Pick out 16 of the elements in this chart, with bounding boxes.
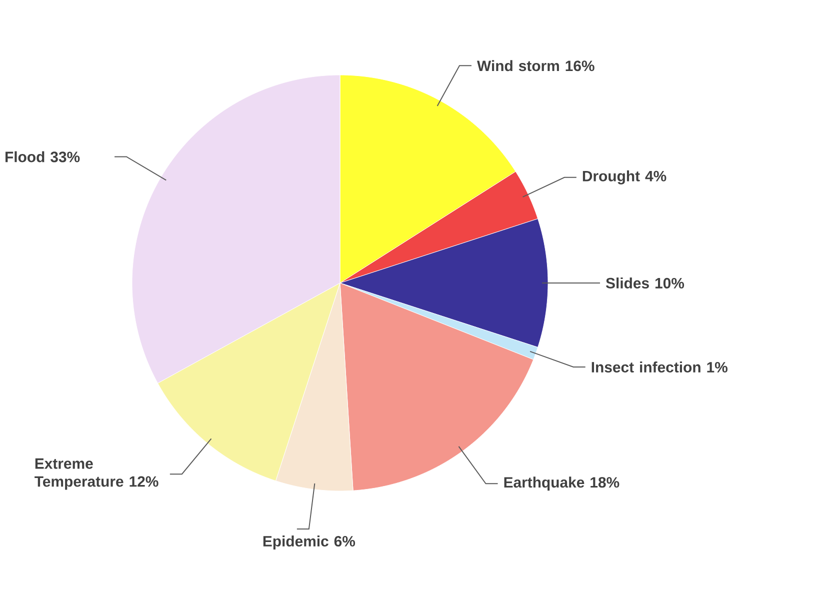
slice-label: Flood — [6, 151, 44, 162]
data-label: 12% — [130, 476, 158, 487]
data-label: 4% — [645, 170, 666, 182]
slice-label: Insect infection — [592, 362, 700, 372]
data-label: 10% — [655, 278, 684, 288]
slice-label: Earthquake — [504, 476, 584, 491]
data-label: 18% — [590, 477, 620, 488]
slice-label: Drought — [582, 170, 640, 184]
data-label: 33% — [50, 152, 80, 162]
data-label: 16% — [566, 60, 594, 72]
data-label: 1% — [707, 362, 728, 372]
slice-label: Epidemic — [263, 536, 328, 550]
slice-label: Wind storm — [477, 60, 559, 72]
slice-label: Extreme Temperature — [34, 458, 124, 490]
slice-label: Slides — [606, 278, 649, 288]
data-label: 6% — [334, 536, 356, 547]
